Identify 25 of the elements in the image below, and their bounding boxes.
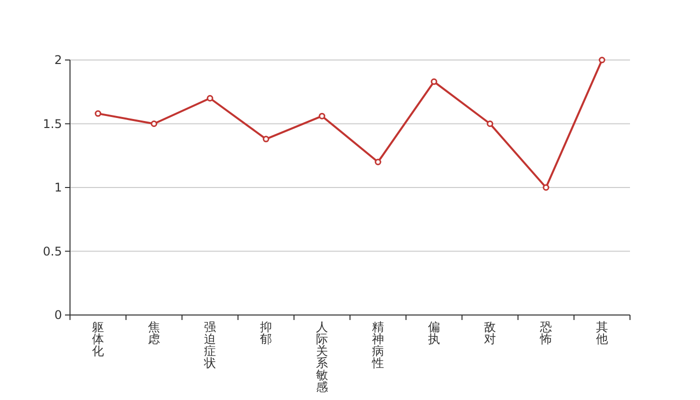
point — [598, 56, 606, 64]
x-tick-label: 躯体化 — [92, 320, 104, 358]
x-tick-label: 精神病性 — [371, 320, 384, 370]
y-tick-label: 1 — [54, 180, 62, 194]
x-tick-label: 强迫症状 — [203, 320, 216, 370]
point — [486, 120, 494, 127]
x-tick-label: 敌对 — [484, 320, 496, 346]
x-tick-label: 恐怖 — [539, 320, 552, 346]
y-tick-label: 1.5 — [42, 116, 62, 131]
point — [318, 112, 326, 120]
point — [374, 158, 382, 166]
x-tick-label: 抑郁 — [260, 320, 272, 346]
y-tick-label: 0 — [54, 308, 62, 322]
x-tick-label: 偏执 — [428, 320, 440, 346]
x-tick-label: 其他 — [596, 320, 608, 346]
point — [94, 110, 102, 117]
point — [542, 184, 550, 191]
y-tick-label: 2 — [54, 53, 62, 67]
y-tick-label: 0.5 — [42, 244, 62, 258]
x-tick-label: 人际关系敏感 — [316, 320, 328, 394]
point — [206, 95, 214, 102]
x-tick-label: 焦虑 — [148, 320, 160, 346]
point — [262, 136, 270, 142]
point — [150, 120, 158, 127]
point — [430, 78, 438, 85]
